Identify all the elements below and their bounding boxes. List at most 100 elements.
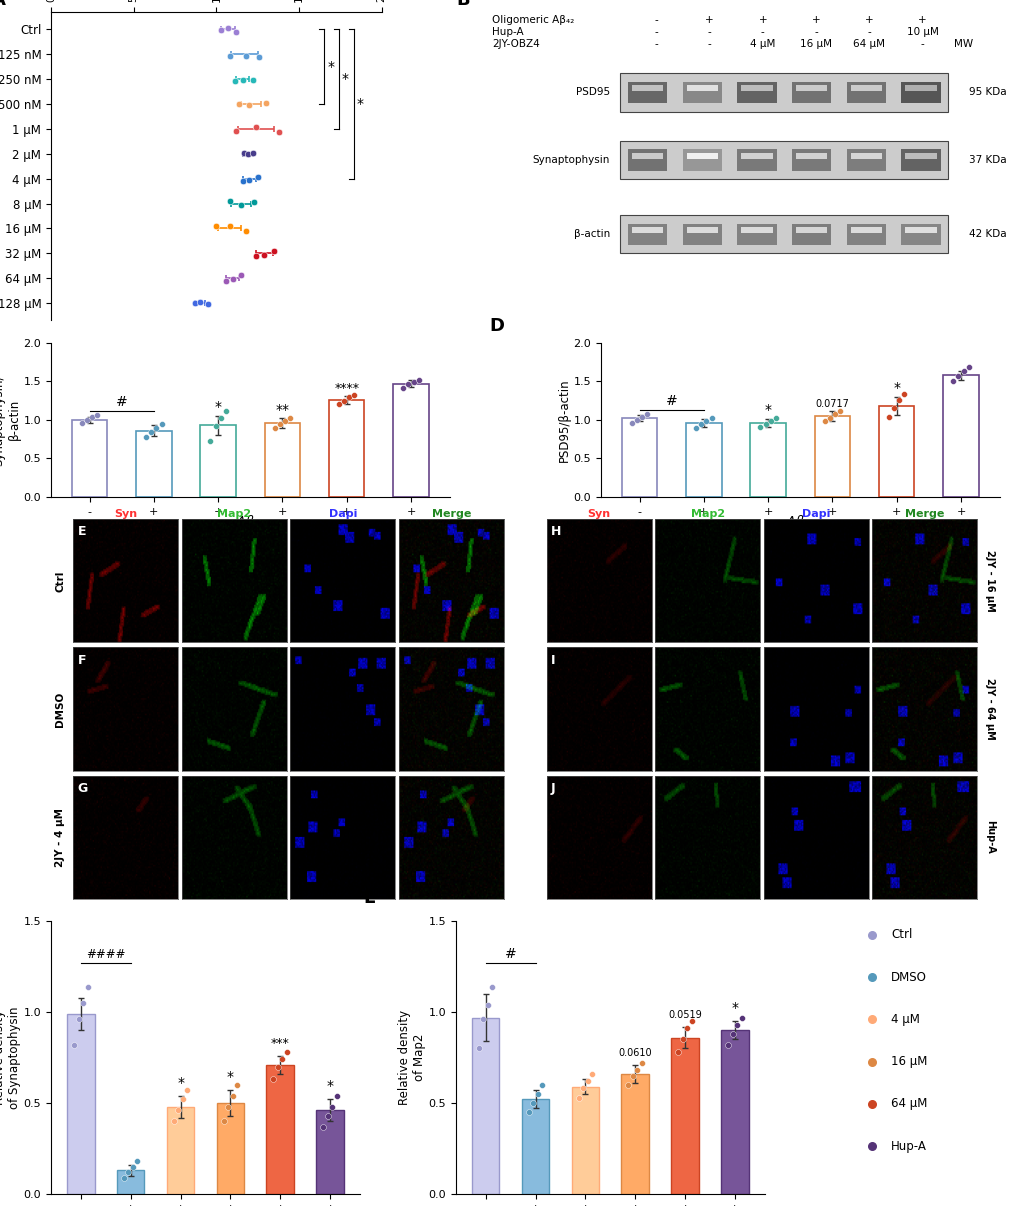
Text: 2JY - 4 μM: 2JY - 4 μM (55, 808, 65, 867)
Point (278, 1042, 294, 1061)
Point (394, 379, 411, 398)
Point (767, 409, 784, 428)
Point (75, 994, 92, 1013)
Point (723, 1024, 740, 1043)
Bar (791, 223, 830, 245)
Bar (901, 82, 940, 103)
Point (266, 418, 282, 438)
Text: *: * (177, 1076, 183, 1090)
Point (945, 371, 961, 391)
Bar (850, 227, 881, 233)
Bar (472, 1018, 499, 1194)
Point (248, 246, 264, 265)
Text: *: * (357, 96, 364, 111)
Point (634, 408, 650, 427)
Point (221, 46, 237, 65)
Point (73, 414, 90, 433)
Text: Hup-A: Hup-A (891, 1140, 926, 1153)
Bar (216, 1103, 244, 1194)
Bar (628, 223, 666, 245)
Point (525, 1094, 541, 1113)
Text: -: - (707, 27, 710, 37)
Title: Merge: Merge (904, 509, 944, 519)
Point (674, 1030, 690, 1049)
Point (276, 411, 292, 431)
Bar (265, 423, 300, 497)
Title: Syn: Syn (114, 509, 138, 519)
Point (202, 432, 218, 451)
Bar (201, 426, 235, 497)
Point (340, 388, 357, 408)
Point (832, 400, 848, 420)
Bar (846, 150, 886, 171)
Text: **: ** (275, 403, 289, 417)
Text: -: - (813, 27, 817, 37)
Point (633, 1053, 649, 1072)
Point (762, 411, 779, 431)
Point (84, 408, 100, 427)
Text: A$\beta_{42}$: A$\beta_{42}$ (235, 513, 265, 529)
Point (891, 391, 907, 410)
Bar (686, 153, 717, 159)
Text: A: A (0, 0, 5, 8)
Point (328, 1087, 344, 1106)
Text: 4 μM: 4 μM (891, 1013, 919, 1026)
Bar (943, 375, 978, 497)
Point (232, 265, 249, 285)
Point (266, 241, 282, 260)
Point (698, 411, 714, 431)
Text: -: - (920, 40, 923, 49)
Text: -: - (760, 27, 764, 37)
Bar (137, 431, 171, 497)
Text: *: * (893, 381, 900, 396)
Bar (686, 86, 717, 92)
Text: #: # (116, 396, 127, 409)
Bar (878, 406, 913, 497)
Point (324, 1097, 340, 1117)
Point (116, 1167, 132, 1187)
Bar (632, 86, 662, 92)
Point (629, 1060, 645, 1079)
Point (245, 144, 261, 163)
Text: -: - (653, 40, 657, 49)
Point (228, 23, 245, 42)
Point (234, 171, 251, 191)
Bar (621, 1073, 648, 1194)
Point (271, 414, 287, 433)
Text: -: - (653, 14, 657, 25)
Bar (737, 223, 775, 245)
Point (479, 995, 495, 1014)
Bar (750, 423, 785, 497)
Bar (901, 150, 940, 171)
Bar (850, 153, 881, 159)
Text: 2JY - 16 μM: 2JY - 16 μM (984, 550, 995, 611)
Point (733, 1008, 749, 1028)
Bar (741, 86, 772, 92)
Text: Oligomeric Aβ₄₂: Oligomeric Aβ₄₂ (492, 14, 574, 25)
Title: Map2: Map2 (217, 509, 252, 519)
Text: 0.0519: 0.0519 (667, 1009, 701, 1019)
Bar (522, 1100, 548, 1194)
Bar (720, 1030, 748, 1194)
Point (271, 122, 287, 141)
Bar (571, 1087, 598, 1194)
Text: 0.0717: 0.0717 (815, 399, 849, 409)
Point (274, 1049, 290, 1069)
Point (719, 1035, 736, 1054)
Text: J: J (550, 781, 555, 795)
Text: DMSO: DMSO (55, 691, 65, 727)
Bar (850, 86, 881, 92)
Point (215, 1112, 231, 1131)
Point (484, 977, 500, 996)
Point (228, 121, 245, 140)
Point (246, 193, 262, 212)
Bar (737, 82, 775, 103)
Bar (266, 1065, 293, 1194)
Point (821, 408, 838, 427)
Point (234, 70, 251, 89)
Point (153, 415, 169, 434)
Text: Hup-A: Hup-A (984, 820, 995, 854)
Point (270, 1056, 286, 1076)
Bar (632, 153, 662, 159)
Point (224, 1087, 240, 1106)
